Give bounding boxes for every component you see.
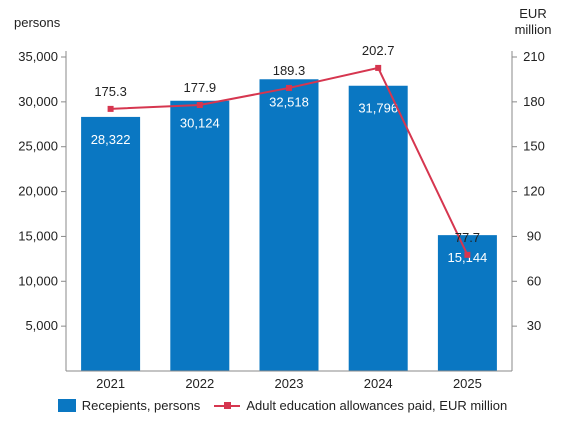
- right-tick-label: 150: [523, 139, 545, 154]
- line-point: [196, 101, 203, 108]
- right-axis-title-line: EUR: [519, 6, 546, 21]
- right-tick-label: 60: [527, 273, 541, 288]
- legend-item-allowances: Adult education allowances paid, EUR mil…: [214, 398, 507, 413]
- left-axis: 5,000 10,000 15,000 20,000 25,000 30,000 35,00…: [14, 15, 67, 371]
- right-tick-label: 90: [527, 228, 541, 243]
- x-tick-label: 2024: [364, 376, 393, 390]
- left-tick-label: 20,000: [18, 184, 58, 199]
- bar-data-label: 30,124: [180, 116, 220, 131]
- left-axis-title: persons: [14, 15, 61, 30]
- bar: [81, 116, 141, 372]
- line-data-label: 77.7: [455, 230, 480, 245]
- right-tick-label: 210: [523, 49, 545, 64]
- right-tick-label: 30: [527, 318, 541, 333]
- bar-data-label: 31,796: [358, 101, 398, 116]
- line-point: [107, 105, 114, 112]
- legend-label-allowances: Adult education allowances paid, EUR mil…: [246, 397, 508, 413]
- combo-chart: 5,000 10,000 15,000 20,000 25,000 30,000 35,00…: [14, 6, 552, 390]
- left-tick-label: 35,000: [18, 49, 58, 64]
- bar: [348, 85, 408, 372]
- line-point: [286, 84, 292, 91]
- x-tick-label: 2021: [96, 376, 125, 390]
- x-axis: 2021 2022 2023 2024 2025: [66, 370, 512, 390]
- legend: Recepients, persons Adult education allo…: [0, 393, 565, 417]
- bar-data-label: 28,322: [91, 132, 131, 147]
- bar: [259, 79, 319, 371]
- right-axis-title-line: million: [515, 22, 552, 37]
- legend-swatch-line: [214, 399, 241, 412]
- left-tick-label: 5,000: [25, 318, 58, 333]
- left-tick-label: 10,000: [18, 273, 58, 288]
- line-data-label: 202.7: [362, 43, 395, 58]
- line-data-label: 189.3: [273, 63, 306, 78]
- bar: [170, 100, 230, 371]
- x-tick-label: 2023: [275, 376, 304, 390]
- line-data-label: 177.9: [184, 80, 217, 95]
- left-tick-label: 30,000: [18, 94, 58, 109]
- left-tick-label: 25,000: [18, 139, 58, 154]
- line-point: [375, 64, 382, 71]
- right-tick-label: 180: [523, 94, 545, 109]
- legend-swatch-bar: [57, 398, 76, 412]
- line-series: 175.3 177.9 189.3 202.7 77.7: [94, 43, 480, 258]
- x-tick-label: 2025: [453, 376, 482, 390]
- left-tick-label: 15,000: [18, 228, 58, 243]
- x-tick-label: 2022: [185, 376, 214, 390]
- line-data-label: 175.3: [94, 84, 127, 99]
- legend-label-recipients: Recepients, persons: [81, 397, 201, 413]
- line-point: [464, 251, 471, 258]
- legend-item-recipients: Recepients, persons: [57, 397, 201, 413]
- right-tick-label: 120: [523, 184, 545, 199]
- bar-data-label: 32,518: [269, 94, 309, 109]
